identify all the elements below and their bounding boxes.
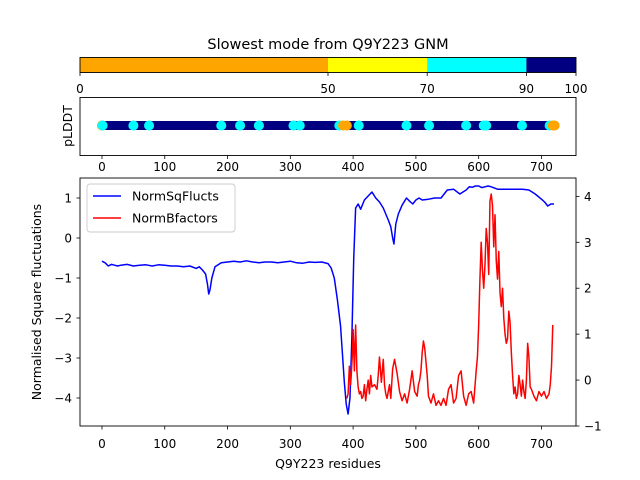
main-xticks: 0 100 200 300 400 500 600 700 (98, 426, 553, 451)
plddt-marker-12 (353, 120, 364, 131)
main-xtick-label-1: 100 (153, 437, 176, 451)
main-y2tick-label-4: 0 (584, 374, 592, 388)
chart-title: Slowest mode from Q9Y223 GNM (207, 37, 448, 53)
main-xtick-label-0: 0 (98, 437, 106, 451)
series-line-normbfactors (346, 193, 554, 407)
main-y2tick-label-5: −1 (584, 420, 602, 434)
colorbar-segments (80, 57, 576, 73)
plddt-ylabel: pLDDT (60, 105, 75, 147)
plddt-marker-5 (235, 120, 246, 131)
plddt-marker-6 (253, 120, 264, 131)
plddt-xtick-label-0: 0 (98, 160, 106, 174)
main-ytick-label-4: −3 (54, 352, 72, 366)
colorbar-segment-1 (328, 57, 428, 73)
plddt-xtick-label-2: 200 (216, 160, 239, 174)
plddt-marker-14 (424, 120, 435, 131)
main-y2tick-label-0: 4 (584, 190, 592, 204)
colorbar-tick-label-0: 0 (76, 82, 84, 96)
plddt-marker-13 (401, 120, 412, 131)
colorbar-segment-0 (80, 57, 328, 73)
plddt-marker-4 (216, 120, 227, 131)
main-ytick-label-2: −1 (54, 272, 72, 286)
plddt-marker-21 (549, 120, 560, 131)
main-xtick-label-3: 300 (279, 437, 302, 451)
main-yticks: 1 0 −1 −2 −3 −4 (54, 192, 80, 406)
main-y2tick-label-3: 1 (584, 328, 592, 342)
main-y2tick-label-2: 2 (584, 282, 592, 296)
plddt-frame (79, 97, 577, 156)
colorbar-tick-label-3: 90 (519, 82, 534, 96)
plddt-panel: pLDDT 0 100 200 300 400 500 600 700 (60, 97, 577, 174)
colorbar-segment-3 (526, 57, 576, 73)
main-panel: 0 100 200 300 400 500 600 700 1 0 −1 −2 −3 −4 4 3 2 1 0 −… (29, 177, 602, 471)
main-xtick-label-2: 200 (216, 437, 239, 451)
colorbar-tick-label-2: 70 (420, 82, 435, 96)
series-line-normsqflucts (101, 185, 555, 415)
main-xtick-label-5: 500 (404, 437, 427, 451)
y-axis-label: Normalised Square fluctuations (29, 204, 44, 400)
legend-label-normsqflucts: NormSqFlucts (132, 189, 219, 204)
main-y2tick-label-1: 3 (584, 236, 592, 250)
main-series (101, 185, 555, 415)
colorbar-panel: Slowest mode from Q9Y223 GNM 0 50 70 90 100 (76, 37, 587, 96)
main-xtick-label-7: 700 (530, 437, 553, 451)
plddt-marker-18 (517, 120, 528, 131)
plddt-xtick-label-4: 400 (342, 160, 365, 174)
colorbar-ticks: 0 50 70 90 100 (76, 72, 588, 96)
plddt-marker-1 (97, 120, 108, 131)
main-ytick-label-0: 1 (64, 192, 72, 206)
plddt-marker-8 (294, 120, 305, 131)
plddt-xticks: 0 100 200 300 400 500 600 700 (98, 155, 553, 174)
colorbar-tick-label-1: 50 (320, 82, 335, 96)
legend: NormSqFlucts NormBfactors (86, 183, 236, 233)
plddt-marker-2 (128, 120, 139, 131)
plddt-marker-15 (461, 120, 472, 131)
main-ytick-label-1: 0 (64, 232, 72, 246)
plddt-xtick-label-3: 300 (279, 160, 302, 174)
legend-label-normbfactors: NormBfactors (132, 211, 218, 226)
plddt-markers (96, 120, 560, 131)
main-y2ticks: 4 3 2 1 0 −1 (576, 190, 602, 434)
plddt-marker-3 (144, 120, 155, 131)
plddt-xtick-label-5: 500 (404, 160, 427, 174)
main-ytick-label-3: −2 (54, 312, 72, 326)
plddt-xtick-label-7: 700 (530, 160, 553, 174)
plddt-xtick-label-6: 600 (467, 160, 490, 174)
colorbar-tick-label-4: 100 (565, 82, 588, 96)
plddt-marker-11 (341, 120, 352, 131)
legend-box (86, 183, 236, 233)
main-xtick-label-4: 400 (342, 437, 365, 451)
main-xtick-label-6: 600 (467, 437, 490, 451)
main-frame (79, 177, 577, 427)
x-axis-label: Q9Y223 residues (275, 456, 381, 471)
colorbar-segment-2 (427, 57, 527, 73)
plddt-xtick-label-1: 100 (153, 160, 176, 174)
main-ytick-label-5: −4 (54, 392, 72, 406)
plddt-marker-17 (481, 120, 492, 131)
